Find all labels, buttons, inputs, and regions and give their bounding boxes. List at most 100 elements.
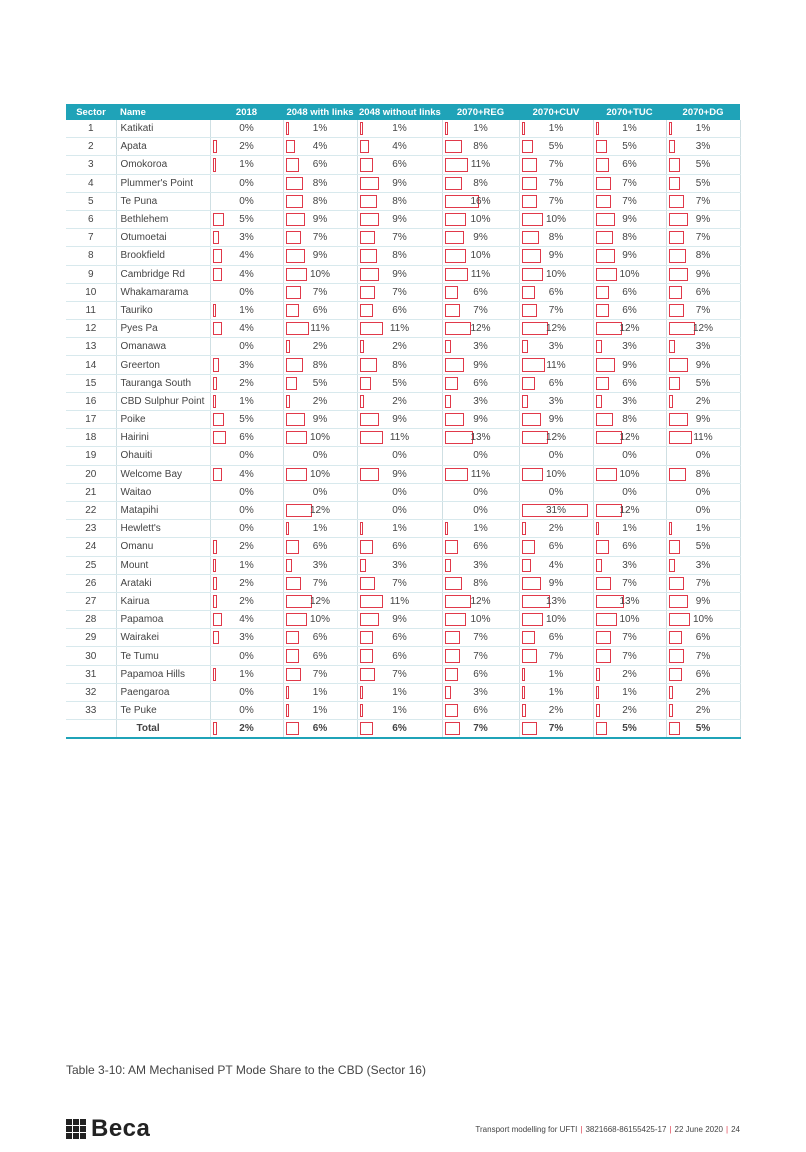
table-cell-value: 9% xyxy=(357,265,443,284)
cell-text: 0% xyxy=(695,486,711,498)
data-bar xyxy=(668,122,672,136)
data-bar xyxy=(521,576,541,590)
cell-text: 2% xyxy=(312,341,328,353)
data-bar xyxy=(668,631,682,645)
table-cell-value: 5% xyxy=(210,210,284,230)
cell-text: 11% xyxy=(693,432,713,444)
table-cell-value: 6% xyxy=(283,628,358,648)
sector-number: 13 xyxy=(66,337,116,357)
data-bar xyxy=(285,122,289,136)
sector-number: 23 xyxy=(66,519,116,539)
data-bar xyxy=(359,285,375,299)
table-row: 19 Ohauiti 0% 0% 0% 0% 0% 0% 0% xyxy=(66,446,741,466)
table-cell-value: 9% xyxy=(666,265,741,284)
sector-number: 21 xyxy=(66,483,116,502)
data-bar xyxy=(595,722,607,736)
data-bar xyxy=(521,249,541,263)
cell-text: 7% xyxy=(548,650,564,662)
table-cell-value: 3% xyxy=(666,337,741,357)
table-row: 15 Tauranga South 2% 5% 5% 6% 6% 6% 5% xyxy=(66,374,741,393)
cell-text: 1% xyxy=(239,559,254,571)
data-bar xyxy=(444,576,462,590)
table-cell-value: 4% xyxy=(519,556,594,575)
table-cell-value: 4% xyxy=(210,319,284,339)
cell-text: 2% xyxy=(695,705,711,717)
table-cell-value: 9% xyxy=(593,246,667,266)
data-bar xyxy=(285,522,289,536)
table-cell-value: 0% xyxy=(666,446,741,466)
cell-text: 31% xyxy=(545,505,566,517)
table-cell-value: 10% xyxy=(519,210,594,230)
cell-text: 9% xyxy=(695,268,711,280)
cell-text: 8% xyxy=(312,195,328,207)
sector-number: 25 xyxy=(66,556,116,575)
table-cell-value: 5% xyxy=(666,155,741,175)
data-bar xyxy=(285,394,290,408)
table-row: 22 Matapihi 0% 12% 0% 0% 31% 12% 0% xyxy=(66,501,741,521)
data-bar xyxy=(444,431,473,445)
cell-text: 16% xyxy=(470,195,491,207)
cell-text: 5% xyxy=(695,159,711,171)
cell-text: 9% xyxy=(392,414,407,426)
data-bar xyxy=(212,231,219,245)
table-cell-value: 0% xyxy=(666,483,741,502)
header-name: Name xyxy=(116,104,210,120)
table-cell-value: 12% xyxy=(519,428,594,448)
data-bar xyxy=(521,558,531,572)
cell-text: 13% xyxy=(545,595,566,607)
data-bar xyxy=(285,285,301,299)
data-bar xyxy=(521,176,537,190)
data-bar xyxy=(285,358,303,372)
table-cell-value: 10% xyxy=(519,265,594,284)
data-bar xyxy=(521,340,528,354)
sector-number: 10 xyxy=(66,283,116,302)
data-bar xyxy=(212,249,222,263)
table-cell-value: 0% xyxy=(593,483,667,502)
data-bar xyxy=(668,594,688,609)
cell-text: 11% xyxy=(310,323,330,335)
cell-text: 1% xyxy=(312,123,328,135)
cell-text: 6% xyxy=(695,668,711,680)
table-cell-value: 11% xyxy=(442,155,520,175)
table-cell-value: 1% xyxy=(210,301,284,321)
cell-text: 8% xyxy=(695,468,711,480)
table-cell-value: 7% xyxy=(283,574,358,593)
cell-text: 10% xyxy=(619,614,640,626)
data-bar xyxy=(444,467,468,481)
table-cell-value: 6% xyxy=(519,283,594,302)
table-cell-value: 6% xyxy=(519,628,594,648)
cell-text: 1% xyxy=(312,686,328,698)
data-bar xyxy=(668,231,684,245)
data-bar xyxy=(285,704,289,718)
sector-number: 3 xyxy=(66,155,116,175)
data-bar xyxy=(521,649,537,663)
cell-text: 8% xyxy=(695,250,711,262)
cell-text: 8% xyxy=(622,414,637,426)
table-cell-value: 7% xyxy=(593,192,667,211)
header-2048-with-links: 2048 with links xyxy=(283,104,357,120)
cell-text: 3% xyxy=(622,559,637,571)
cell-text: 6% xyxy=(312,632,328,644)
sector-number: 24 xyxy=(66,537,116,557)
data-bar xyxy=(444,267,468,281)
sector-number: 6 xyxy=(66,210,116,230)
table-cell-value: 7% xyxy=(519,646,594,666)
table-cell-value: 3% xyxy=(519,337,594,357)
data-bar xyxy=(360,449,362,462)
table-cell-value: 4% xyxy=(283,137,358,157)
cell-text: 7% xyxy=(392,668,407,680)
cell-text: 5% xyxy=(695,723,711,735)
data-bar xyxy=(359,303,373,318)
table-cell-value: 9% xyxy=(519,410,594,430)
table-cell-value: 3% xyxy=(593,392,667,412)
cell-text: 3% xyxy=(548,395,564,407)
table-cell-value: 0% xyxy=(210,120,284,139)
data-bar xyxy=(595,613,617,627)
cell-text: 6% xyxy=(392,304,407,316)
cell-text: 2% xyxy=(392,395,407,407)
table-cell-value: 1% xyxy=(593,519,667,539)
data-bar xyxy=(595,704,600,718)
cell-text: 2% xyxy=(239,141,254,153)
table-cell-value: 6% xyxy=(357,719,443,740)
data-bar xyxy=(444,413,464,427)
